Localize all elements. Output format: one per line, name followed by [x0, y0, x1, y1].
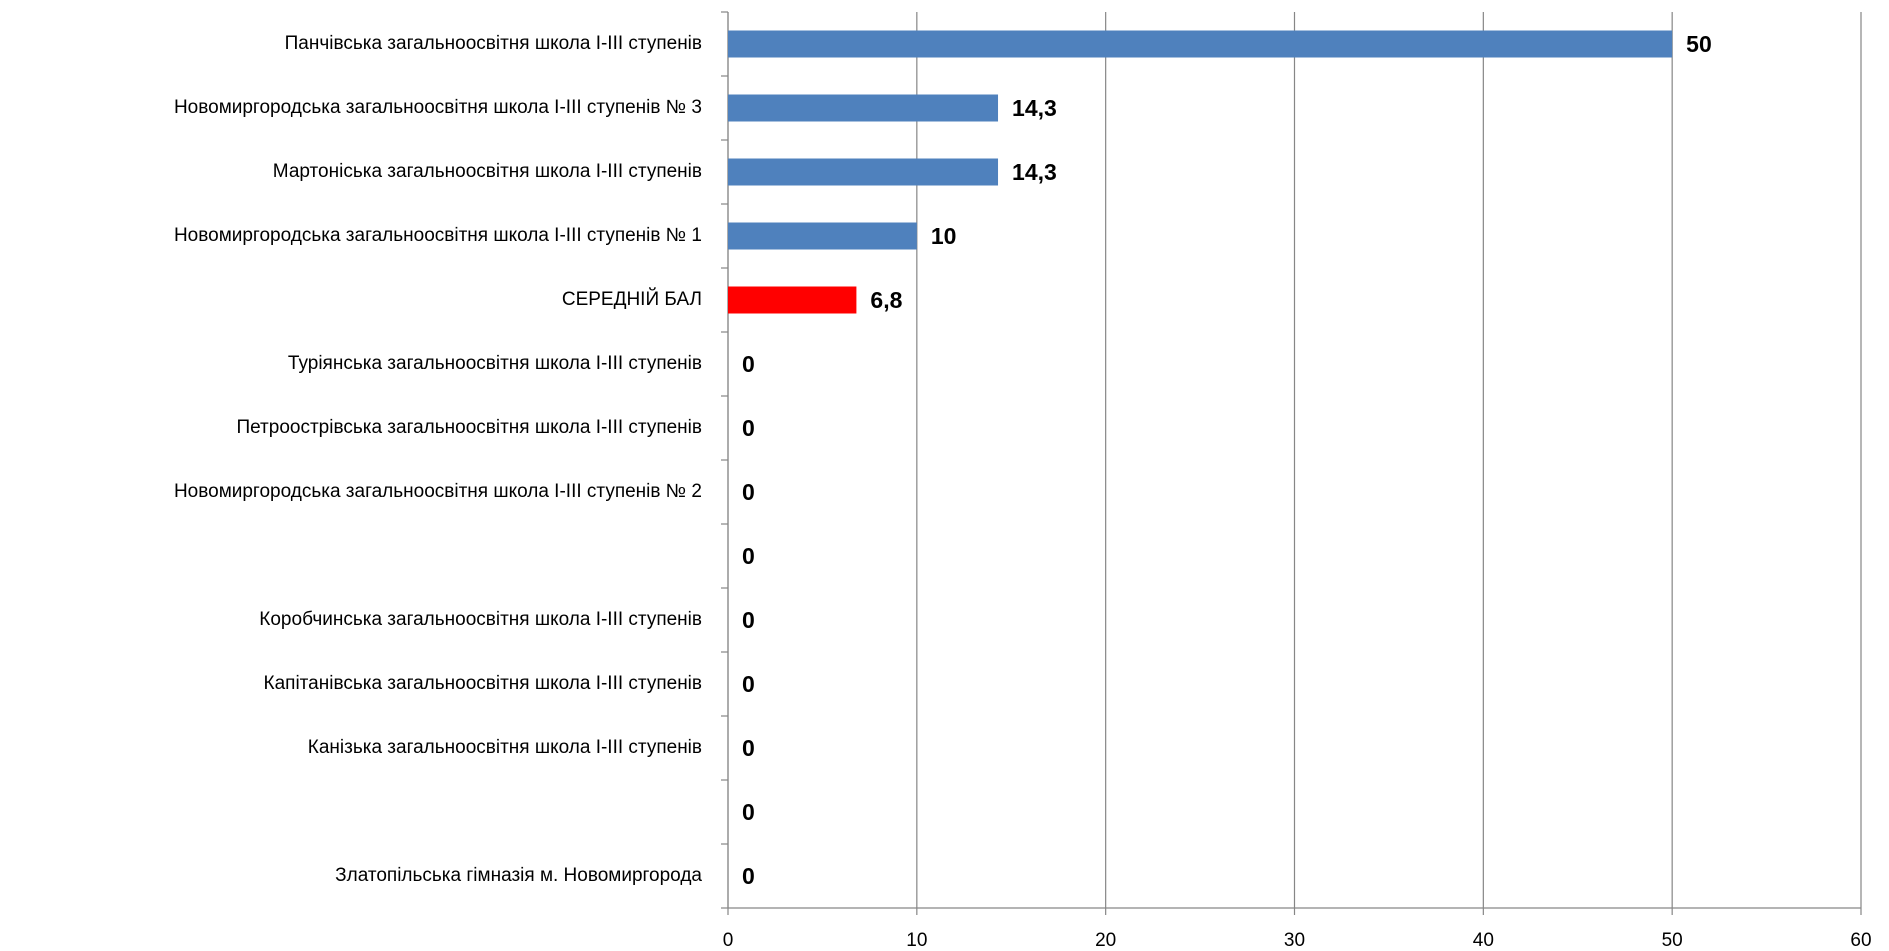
y-tick-label: Канізька загальноосвітня школа І-ІІІ сту… — [308, 737, 702, 758]
value-label: 0 — [742, 415, 755, 441]
y-tick-label: Петроострівська загальноосвітня школа І-… — [236, 417, 702, 438]
y-tick-label: Туріянська загальноосвітня школа І-ІІІ с… — [288, 353, 702, 374]
x-tick-label: 50 — [1662, 930, 1683, 951]
value-label: 0 — [742, 351, 755, 377]
bar — [728, 158, 999, 186]
value-label: 0 — [742, 479, 755, 505]
bar — [728, 286, 857, 314]
bar — [728, 222, 917, 250]
value-label: 0 — [742, 543, 755, 569]
y-tick-label: Новомиргородська загальноосвітня школа І… — [174, 97, 702, 118]
value-label: 14,3 — [1012, 159, 1057, 185]
value-label: 50 — [1686, 31, 1712, 57]
x-tick-label: 60 — [1850, 930, 1871, 951]
bar — [728, 30, 1673, 58]
value-label: 0 — [742, 799, 755, 825]
x-tick-label: 30 — [1284, 930, 1305, 951]
value-label: 0 — [742, 671, 755, 697]
y-tick-label: Панчівська загальноосвітня школа І-ІІІ с… — [285, 33, 702, 54]
value-label: 10 — [931, 223, 957, 249]
x-tick-label: 0 — [723, 930, 734, 951]
y-tick-label: СЕРЕДНІЙ БАЛ — [562, 288, 702, 310]
y-tick-label: Коробчинська загальноосвітня школа І-ІІІ… — [259, 609, 702, 630]
y-tick-label: Новомиргородська загальноосвітня школа І… — [174, 225, 702, 246]
x-tick-label: 20 — [1095, 930, 1116, 951]
x-tick-label: 10 — [906, 930, 927, 951]
value-label: 6,8 — [870, 287, 902, 313]
bar — [728, 94, 999, 122]
value-label: 0 — [742, 607, 755, 633]
value-label: 14,3 — [1012, 95, 1057, 121]
y-tick-label: Мартоніська загальноосвітня школа І-ІІІ … — [273, 161, 702, 182]
y-tick-label: Новомиргородська загальноосвітня школа І… — [174, 481, 702, 502]
y-tick-label: Златопільська гімназія м. Новомиргорода — [335, 865, 702, 886]
y-tick-label: Капітанівська загальноосвітня школа І-ІІ… — [264, 673, 702, 694]
value-label: 0 — [742, 735, 755, 761]
x-tick-label: 40 — [1473, 930, 1494, 951]
value-label: 0 — [742, 863, 755, 889]
